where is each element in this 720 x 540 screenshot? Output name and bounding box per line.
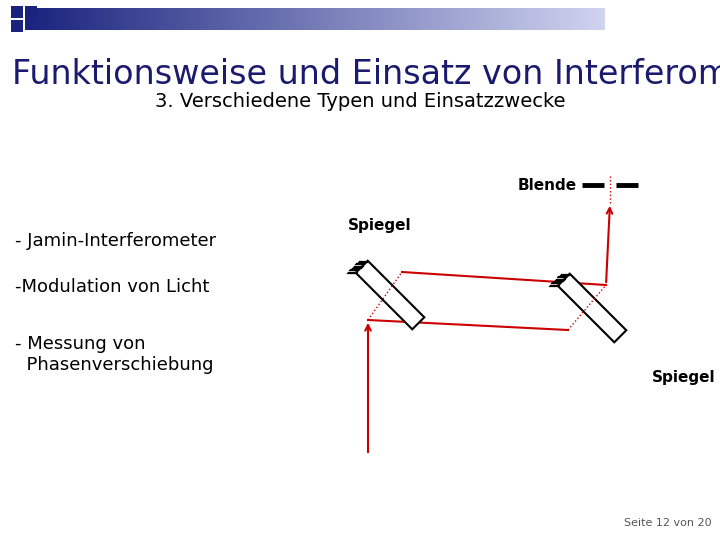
Text: Spiegel: Spiegel: [348, 218, 412, 233]
Bar: [25, 6, 37, 18]
Text: Funktionsweise und Einsatz von Interferometern: Funktionsweise und Einsatz von Interfero…: [12, 58, 720, 91]
Bar: [11, 20, 23, 32]
Text: 3. Verschiedene Typen und Einsatzzwecke: 3. Verschiedene Typen und Einsatzzwecke: [155, 92, 565, 111]
Text: Seite 12 von 20: Seite 12 von 20: [624, 518, 712, 528]
Text: Blende: Blende: [518, 178, 577, 192]
Text: - Jamin-Interferometer: - Jamin-Interferometer: [15, 232, 216, 250]
Text: -Modulation von Licht: -Modulation von Licht: [15, 278, 210, 296]
Text: - Messung von
  Phasenverschiebung: - Messung von Phasenverschiebung: [15, 335, 214, 374]
Text: Spiegel: Spiegel: [652, 370, 716, 385]
Polygon shape: [558, 274, 626, 342]
Polygon shape: [356, 261, 424, 329]
Bar: [11, 6, 23, 18]
